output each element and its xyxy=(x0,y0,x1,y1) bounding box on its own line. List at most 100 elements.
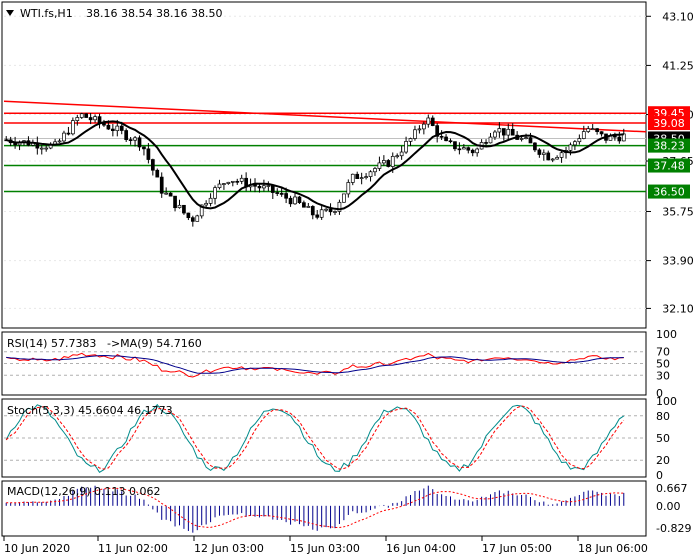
candle-body xyxy=(235,180,240,183)
candle-body xyxy=(199,204,204,217)
candle-body xyxy=(124,130,129,140)
candle-body xyxy=(133,137,137,141)
candle-body xyxy=(324,208,328,211)
price-tag xyxy=(648,158,690,173)
price-ohlc: 38.16 38.54 38.16 38.50 xyxy=(86,7,222,20)
stoch-title: Stoch(5,3,3) 45.6604 46.1773 xyxy=(7,404,173,417)
macd-signal-line xyxy=(6,487,624,528)
indicator-tick-label: 30 xyxy=(656,369,670,382)
time-axis: 10 Jun 2020 11 Jun 02:00 12 Jun 03:00 15 Ju… xyxy=(3,536,648,555)
candle-body xyxy=(288,197,293,205)
candle-body xyxy=(222,183,226,185)
candle-body xyxy=(195,215,200,222)
price-tag-label: 38.23 xyxy=(653,140,685,153)
candle-body xyxy=(493,131,497,138)
candle-body xyxy=(146,148,151,160)
price-tag xyxy=(648,138,690,153)
candle-body xyxy=(275,192,280,194)
candle-body xyxy=(150,159,155,171)
price-tag xyxy=(648,116,690,131)
candle-body xyxy=(426,117,431,125)
candle-body xyxy=(350,173,355,183)
candle-body xyxy=(355,173,360,179)
candle-body xyxy=(359,177,364,179)
candle-body xyxy=(448,140,453,143)
rsi-line xyxy=(6,352,624,378)
candle-body xyxy=(568,144,573,151)
candle-body xyxy=(621,133,626,142)
indicator-tick-label: 70 xyxy=(656,346,670,359)
candle-body xyxy=(93,116,97,121)
candle-body xyxy=(408,138,413,142)
candle-body xyxy=(279,193,284,195)
dropdown-arrow-icon[interactable] xyxy=(6,10,14,16)
candle-body xyxy=(168,192,173,197)
candle-body xyxy=(88,117,93,121)
time-tick-label: 18 Jun 06:00 xyxy=(578,542,648,555)
candle-body xyxy=(435,125,440,137)
candle-body xyxy=(497,128,502,133)
candle-body xyxy=(377,162,382,169)
candle-body xyxy=(484,142,488,144)
rsi-title: RSI(14) 57.7383 xyxy=(7,337,96,350)
candle-body xyxy=(119,125,124,131)
macd-axis: 0.667 0.00 -0.829 xyxy=(656,482,691,535)
macd-panel xyxy=(1,480,647,537)
candle-body xyxy=(457,148,462,151)
candle-body xyxy=(595,128,599,133)
candle-body xyxy=(537,149,542,155)
indicator-tick-label: 80 xyxy=(656,410,670,423)
candle-body xyxy=(239,177,244,182)
candle-body xyxy=(533,142,537,151)
candle-body xyxy=(395,155,400,158)
candle-body xyxy=(115,125,120,132)
candle-body xyxy=(190,217,195,222)
candle-body xyxy=(364,176,368,178)
time-tick-label: 17 Jun 05:00 xyxy=(482,542,552,555)
candle-body xyxy=(213,187,217,199)
stoch-d-line xyxy=(5,405,625,470)
stoch-k-line xyxy=(5,403,625,473)
indicator-tick-label: 0 xyxy=(656,469,663,482)
candle-body xyxy=(475,148,480,154)
price-tag-label: 37.48 xyxy=(653,160,685,173)
candle-body xyxy=(510,128,515,136)
indicator-tick-label: -0.829 xyxy=(656,522,691,535)
candle-body xyxy=(302,202,306,208)
stoch-grid xyxy=(4,415,646,461)
indicator-tick-label: 100 xyxy=(656,395,677,408)
price-tick-label: 35.75 xyxy=(662,205,694,218)
candle-body xyxy=(382,160,386,164)
indicator-tick-label: 100 xyxy=(656,328,677,341)
candle-body xyxy=(155,169,160,178)
candle-body xyxy=(417,128,422,131)
candle-body xyxy=(75,117,80,121)
candle-body xyxy=(577,138,582,143)
price-tick-label: 41.25 xyxy=(662,59,694,72)
time-tick-label: 12 Jun 03:00 xyxy=(194,542,264,555)
candle-body xyxy=(128,139,133,141)
candle-body xyxy=(310,206,315,216)
candle-body xyxy=(519,138,524,140)
candle-body xyxy=(368,171,373,177)
candle-body xyxy=(581,131,586,139)
candle-body xyxy=(66,132,71,135)
stoch-axis: 100 80 50 20 0 xyxy=(656,395,677,482)
candle-body xyxy=(173,195,177,209)
candle-body xyxy=(386,160,391,167)
price-tag-label: 36.50 xyxy=(653,186,685,199)
candle-body xyxy=(337,201,342,212)
candle-body xyxy=(177,204,182,209)
candle-body xyxy=(159,176,164,194)
candle-body xyxy=(110,128,115,132)
resistance-trendline xyxy=(3,100,647,133)
price-tag xyxy=(648,184,690,199)
candle-body xyxy=(555,157,559,160)
candle-body xyxy=(506,128,511,136)
price-grid xyxy=(4,15,646,309)
candle-body xyxy=(315,214,320,218)
candle-body xyxy=(217,183,222,189)
candle-body xyxy=(71,120,75,135)
candle-body xyxy=(257,185,262,189)
